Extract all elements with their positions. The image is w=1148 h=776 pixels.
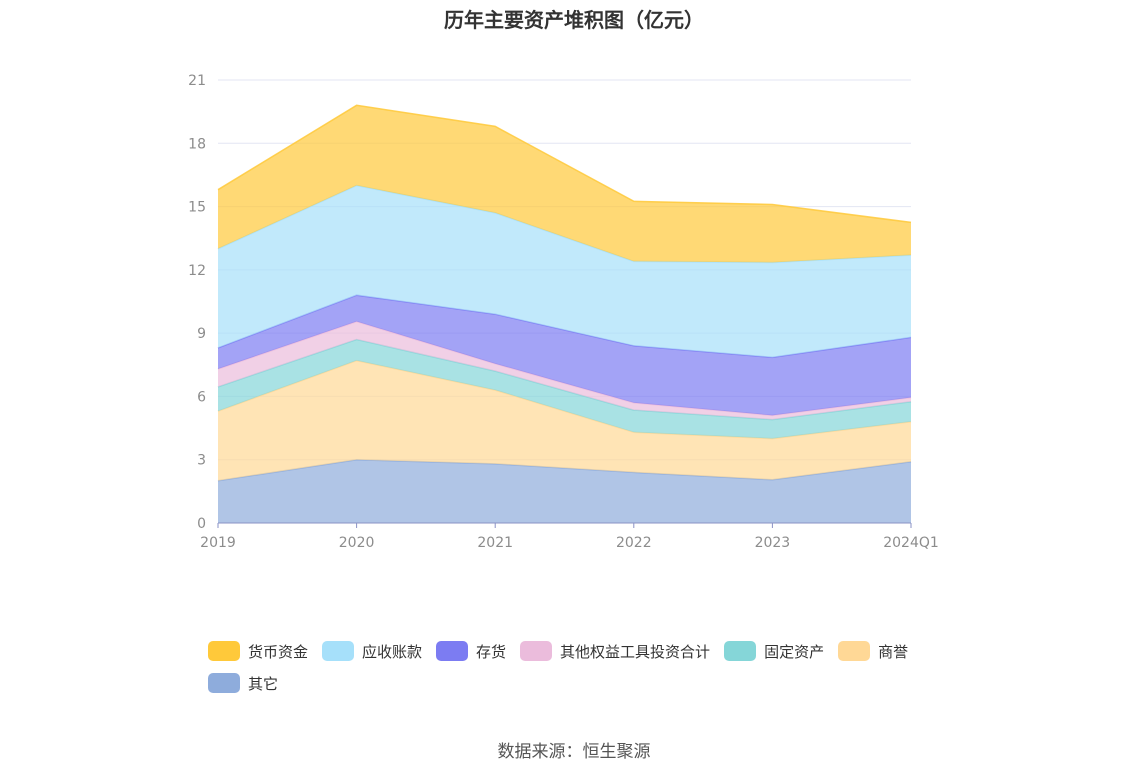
y-tick-label: 3 xyxy=(197,453,206,469)
legend-label: 应收账款 xyxy=(362,642,423,661)
legend: 货币资金 应收账款 存货 其他权益工具投资合计 固定资产 商誉其它 xyxy=(208,640,968,694)
x-tick-label: 2019 xyxy=(200,535,236,551)
legend-label: 商誉 xyxy=(878,642,909,661)
legend-item[interactable]: 商誉 xyxy=(838,640,908,662)
x-tick-label: 2022 xyxy=(616,535,652,551)
legend-item[interactable]: 应收账款 xyxy=(322,640,422,662)
y-tick-label: 21 xyxy=(188,73,206,89)
legend-item[interactable]: 其它 xyxy=(208,672,278,694)
x-tick-label: 2020 xyxy=(339,535,375,551)
legend-swatch xyxy=(838,641,871,661)
y-tick-label: 18 xyxy=(188,136,206,152)
y-tick-label: 0 xyxy=(197,516,206,532)
legend-swatch xyxy=(436,641,469,661)
x-tick-label: 2021 xyxy=(477,535,513,551)
legend-item[interactable]: 存货 xyxy=(436,640,506,662)
area-series xyxy=(217,104,912,523)
area-series-1 xyxy=(218,360,911,481)
legend-swatch xyxy=(208,641,240,661)
x-tick-label: 2024Q1 xyxy=(883,535,939,551)
legend-swatch xyxy=(322,641,355,661)
axes: 0 3 6 9 12 15 18 21 2019 2020 2021 2022 2023 2024Q1 xyxy=(188,73,939,551)
legend-label: 存货 xyxy=(476,642,507,661)
area-series-0 xyxy=(218,459,911,523)
legend-swatch xyxy=(724,641,757,661)
legend-label: 其它 xyxy=(248,674,279,693)
area-series-2 xyxy=(218,339,911,439)
area-series-5 xyxy=(218,185,911,358)
legend-swatch xyxy=(208,673,240,693)
legend-label: 其他权益工具投资合计 xyxy=(560,642,711,661)
y-tick-label: 12 xyxy=(188,263,206,279)
area-series-3 xyxy=(218,321,911,420)
y-tick-label: 15 xyxy=(188,200,206,216)
data-source-note: 数据来源：恒生聚源 xyxy=(497,742,651,762)
area-edge-6 xyxy=(217,104,912,224)
legend-item[interactable]: 货币资金 xyxy=(208,640,308,662)
legend-label: 固定资产 xyxy=(764,642,825,661)
chart-title: 历年主要资产堆积图（亿元） xyxy=(444,8,704,32)
area-series-4 xyxy=(218,295,911,416)
area-series-6 xyxy=(218,105,911,263)
y-tick-label: 6 xyxy=(197,389,206,405)
y-tick-label: 9 xyxy=(197,326,206,342)
x-tick-label: 2023 xyxy=(755,535,791,551)
legend-label: 货币资金 xyxy=(248,642,309,661)
legend-item[interactable]: 其他权益工具投资合计 xyxy=(520,640,710,662)
legend-swatch xyxy=(520,641,553,661)
legend-item[interactable]: 固定资产 xyxy=(724,640,824,662)
